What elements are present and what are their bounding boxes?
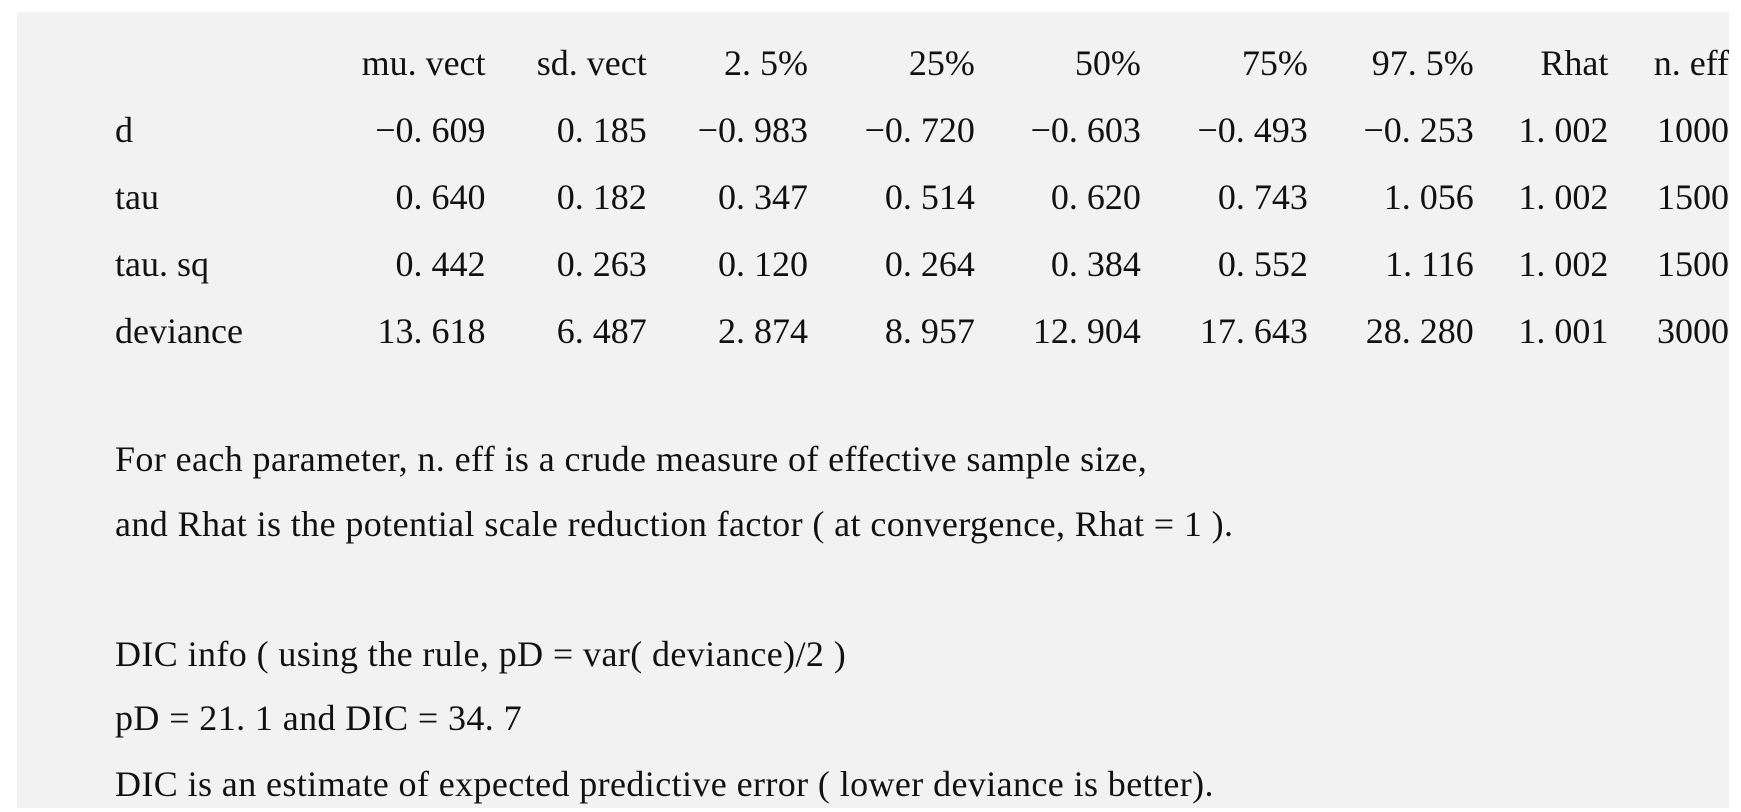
- neff-note: For each parameter, n. eff is a crude me…: [115, 439, 1148, 479]
- cell-25-pct: 8. 957: [884, 311, 975, 351]
- cell-rhat: 1. 002: [1518, 177, 1609, 217]
- table-row-tau-sq: tau. sq 0. 442 0. 263 0. 120 0. 264 0. 3…: [115, 231, 1729, 298]
- cell-sd-vect: 6. 487: [556, 311, 647, 351]
- cell-50-pct: 12. 904: [1032, 311, 1141, 351]
- posterior-summary-table: mu. vect sd. vect 2. 5% 25% 50% 75% 97. …: [115, 30, 1729, 365]
- cell-2-5-pct: 0. 347: [718, 177, 808, 217]
- cell-mu-vect: −0. 609: [375, 110, 486, 150]
- header-rhat: Rhat: [1540, 43, 1609, 83]
- header-25-pct: 25%: [908, 43, 975, 83]
- cell-2-5-pct: −0. 983: [697, 110, 808, 150]
- cell-75-pct: 0. 552: [1217, 244, 1308, 284]
- header-2-5-pct: 2. 5%: [724, 43, 808, 83]
- cell-50-pct: −0. 603: [1030, 110, 1141, 150]
- cell-25-pct: 0. 264: [884, 244, 975, 284]
- cell-75-pct: 17. 643: [1199, 311, 1308, 351]
- rhat-note: and Rhat is the potential scale reductio…: [115, 504, 1234, 544]
- cell-sd-vect: 0. 185: [556, 110, 647, 150]
- header-n-eff: n. eff: [1653, 43, 1729, 83]
- dic-rule-note: DIC info ( using the rule, pD = var( dev…: [115, 634, 847, 674]
- cell-rhat: 1. 002: [1518, 244, 1609, 284]
- cell-25-pct: −0. 720: [864, 110, 975, 150]
- cell-97-5-pct: −0. 253: [1363, 110, 1474, 150]
- cell-97-5-pct: 28. 280: [1365, 311, 1474, 351]
- row-label: d: [115, 110, 133, 150]
- row-label: deviance: [115, 311, 243, 351]
- header-50-pct: 50%: [1074, 43, 1141, 83]
- cell-75-pct: −0. 493: [1197, 110, 1308, 150]
- cell-97-5-pct: 1. 056: [1383, 177, 1474, 217]
- cell-2-5-pct: 2. 874: [718, 311, 808, 351]
- header-75-pct: 75%: [1241, 43, 1308, 83]
- header-blank: [115, 30, 296, 97]
- cell-sd-vect: 0. 182: [556, 177, 647, 217]
- table-header-row: mu. vect sd. vect 2. 5% 25% 50% 75% 97. …: [115, 30, 1729, 97]
- cell-mu-vect: 13. 618: [377, 311, 486, 351]
- table-row-deviance: deviance 13. 618 6. 487 2. 874 8. 957 12…: [115, 298, 1729, 365]
- cell-n-eff: 1500: [1657, 244, 1729, 284]
- header-mu-vect: mu. vect: [361, 43, 486, 83]
- row-label: tau: [115, 177, 159, 217]
- table-row-tau: tau 0. 640 0. 182 0. 347 0. 514 0. 620 0…: [115, 164, 1729, 231]
- cell-mu-vect: 0. 442: [395, 244, 486, 284]
- cell-rhat: 1. 002: [1518, 110, 1609, 150]
- dic-values-note: pD = 21. 1 and DIC = 34. 7: [115, 698, 522, 738]
- cell-n-eff: 1500: [1657, 177, 1729, 217]
- cell-50-pct: 0. 384: [1050, 244, 1141, 284]
- cell-sd-vect: 0. 263: [556, 244, 647, 284]
- table-row-d: d −0. 609 0. 185 −0. 983 −0. 720 −0. 603…: [115, 97, 1729, 164]
- dic-explanation-note: DIC is an estimate of expected predictiv…: [115, 764, 1214, 804]
- cell-97-5-pct: 1. 116: [1385, 244, 1474, 284]
- cell-rhat: 1. 001: [1518, 311, 1609, 351]
- cell-mu-vect: 0. 640: [395, 177, 486, 217]
- cell-2-5-pct: 0. 120: [718, 244, 808, 284]
- cell-n-eff: 1000: [1657, 110, 1729, 150]
- header-97-5-pct: 97. 5%: [1371, 43, 1474, 83]
- row-label: tau. sq: [115, 244, 209, 284]
- cell-n-eff: 3000: [1657, 311, 1729, 351]
- cell-75-pct: 0. 743: [1217, 177, 1308, 217]
- cell-50-pct: 0. 620: [1050, 177, 1141, 217]
- output-panel: mu. vect sd. vect 2. 5% 25% 50% 75% 97. …: [17, 12, 1729, 808]
- header-sd-vect: sd. vect: [536, 43, 647, 83]
- cell-25-pct: 0. 514: [884, 177, 975, 217]
